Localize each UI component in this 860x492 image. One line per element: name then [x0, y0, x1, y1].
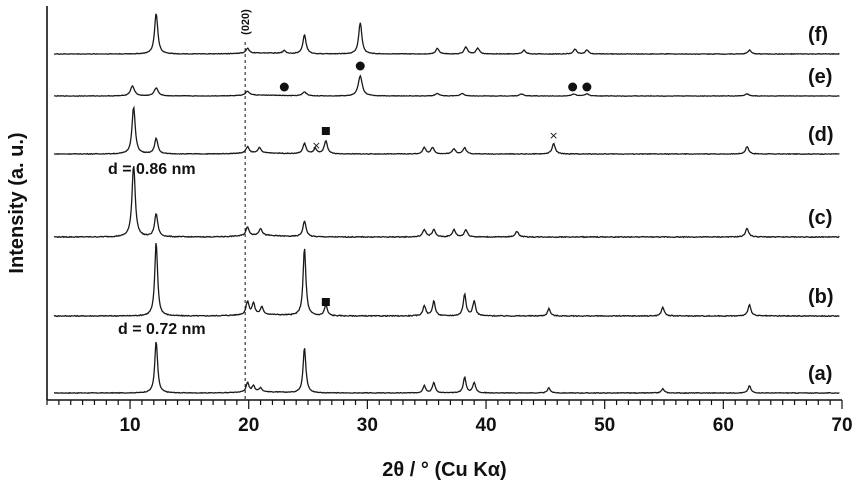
- x-tick-label: 60: [713, 415, 734, 436]
- x-tick-label: 30: [357, 415, 378, 436]
- trace-f: [53, 13, 840, 56]
- cross-marker: ×: [549, 129, 558, 142]
- x-tick-label: 50: [594, 415, 615, 436]
- annotations-group: (020) d = 0.72 nm d = 0.86 nm × ×: [108, 9, 592, 400]
- traces-group: [53, 13, 840, 395]
- d-spacing-label: d = 0.86 nm: [108, 161, 196, 178]
- reference-line-label: (020): [240, 9, 252, 35]
- circle-marker: [582, 82, 592, 92]
- trace-a: [54, 341, 840, 395]
- trace-d: [54, 105, 840, 156]
- x-tick-label: 70: [831, 415, 852, 436]
- circle-marker: [568, 82, 578, 92]
- x-tick-label: 40: [475, 415, 496, 436]
- d-spacing-label: d = 0.72 nm: [118, 321, 206, 338]
- y-axis-label: Intensity (a. u.): [6, 132, 28, 273]
- trace-label-c: (c): [808, 207, 832, 229]
- cross-marker: ×: [312, 139, 321, 152]
- trace-label-d: (d): [808, 124, 834, 146]
- x-tick-label: 10: [119, 415, 140, 436]
- x-axis-label: 2θ / ° (Cu Kα): [382, 459, 506, 481]
- trace-labels: (a) (b) (c) (d) (e) (f): [808, 24, 834, 385]
- trace-e: [54, 74, 840, 97]
- trace-label-a: (a): [808, 363, 832, 385]
- circle-marker: [355, 61, 365, 71]
- square-marker: [321, 127, 330, 135]
- trace-b: [53, 243, 840, 318]
- trace-c: [53, 165, 840, 239]
- trace-label-b: (b): [808, 286, 834, 308]
- trace-label-f: (f): [808, 24, 828, 46]
- trace-label-e: (e): [808, 66, 832, 88]
- circle-marker: [279, 82, 289, 92]
- x-tick-label: 20: [238, 415, 259, 436]
- square-marker: [321, 298, 330, 306]
- x-axis: 10 20 30 40 50 60 70: [46, 6, 853, 436]
